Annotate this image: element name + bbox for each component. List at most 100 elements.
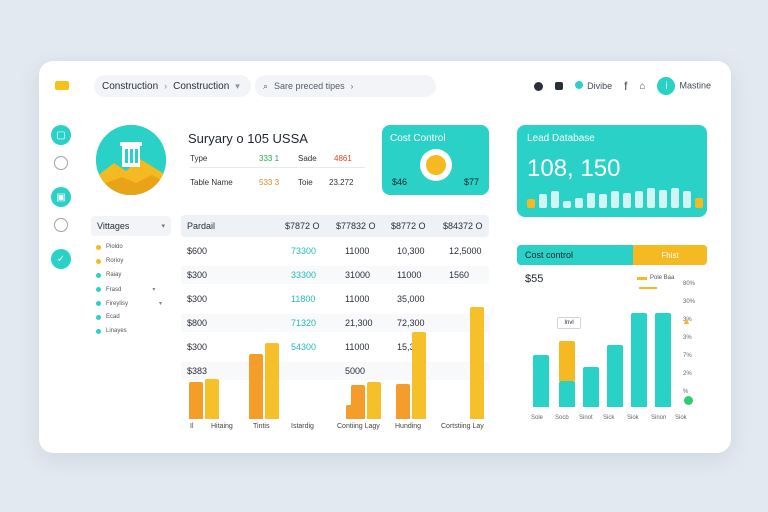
profile-label: Mastine [679, 80, 711, 91]
col-header-2[interactable]: $7872 O [285, 221, 320, 231]
spark-bar [623, 192, 631, 208]
chart-bar[interactable] [205, 378, 219, 419]
x-tick-label: Hitaing [211, 423, 233, 430]
user-menu[interactable]: Divibe [575, 81, 612, 91]
chart-bar[interactable] [607, 345, 623, 407]
chart-tooltip: Invl [557, 317, 581, 329]
summary-row-2-label: Table Name [190, 178, 233, 187]
col-header-5[interactable]: $84372 O [443, 221, 483, 231]
table-cell: 11000 [345, 342, 370, 352]
status-ok-icon [684, 396, 693, 405]
cost-control-card[interactable]: Cost Control $46 $77 [382, 125, 489, 195]
col-header-1[interactable]: Pardail [187, 221, 216, 231]
status-dot-icon [575, 81, 584, 89]
villages-dropdown[interactable]: Vittages ▾ [91, 216, 171, 236]
x-tick-label: Contiing Lagy [337, 423, 380, 430]
search-placeholder: Sare preced tipes [274, 81, 345, 91]
y-tick-label: 7% [683, 353, 692, 359]
profile-menu[interactable]: i Mastine [657, 77, 711, 95]
breadcrumb-item-2[interactable]: Construction [173, 80, 230, 92]
table-cell: 54300 [291, 342, 317, 352]
village-label: Raiay [106, 272, 122, 278]
summary-row-1-value: 333 1 [259, 154, 280, 163]
chart-bar[interactable] [346, 405, 360, 419]
summary-row-1-label: Type [190, 154, 208, 163]
x-tick-label: Il [190, 423, 194, 430]
cost-control-panel-header[interactable]: Cost control Fhist [517, 245, 707, 265]
table-cell: 71320 [291, 318, 317, 328]
chart-bar[interactable] [655, 313, 671, 407]
village-label: Fireylisy [106, 300, 128, 307]
table-cell: 15,300 [397, 342, 425, 352]
chart-bar[interactable] [249, 354, 263, 419]
x-tick-label: Socb [555, 415, 569, 421]
lock-icon[interactable]: ⌂ [639, 80, 646, 92]
chart-bar[interactable] [583, 367, 599, 407]
help-icon: i [657, 77, 676, 95]
village-item[interactable]: Raiay [96, 272, 121, 278]
spark-bar [611, 191, 619, 208]
table-cell: $300 [187, 294, 208, 304]
notification-icon[interactable] [534, 81, 544, 91]
globe-icon[interactable] [54, 156, 68, 170]
dashboard-icon[interactable]: ▢ [51, 125, 71, 145]
table-cell: 21,300 [345, 318, 373, 328]
reports-icon[interactable]: ▣ [51, 187, 71, 207]
village-item[interactable]: Rorioy [96, 258, 123, 264]
chart-bar[interactable] [559, 341, 575, 381]
summary-row-2-value: 533 3 [259, 178, 280, 187]
chart-bar[interactable] [367, 382, 381, 419]
x-tick-label: Istardig [291, 423, 314, 430]
spark-bar [539, 194, 547, 208]
breadcrumb-item-1[interactable]: Construction [102, 80, 159, 92]
summary-row-1-value2: 4861 [334, 154, 352, 163]
table-cell: $383 [187, 366, 208, 376]
table-cell: 12,5000 [449, 246, 482, 256]
cost-control-tag[interactable]: Fhist [633, 245, 707, 265]
table-header: Pardail $7872 O $77832 O $8772 O $84372 … [181, 215, 489, 237]
village-item[interactable]: Pioldo [96, 244, 123, 250]
cost-control-left: $46 [392, 177, 408, 187]
chart-bar[interactable] [631, 313, 647, 407]
search-icon: ⌕ [263, 80, 269, 91]
chart-bar[interactable] [533, 355, 549, 407]
chart-bar[interactable] [396, 384, 410, 419]
table-row-bg [181, 266, 489, 284]
facebook-icon[interactable]: f [624, 79, 628, 93]
check-icon[interactable]: ✓ [51, 249, 71, 269]
top-actions: Divibe f ⌂ i Mastine [534, 76, 711, 96]
app-logo[interactable] [55, 81, 69, 90]
table-cell: 73300 [291, 246, 317, 256]
search-bar[interactable]: ⌕ Sare preced tipes › [255, 75, 436, 97]
village-item[interactable]: Frasd ▾ [96, 286, 155, 293]
chart-bar[interactable] [470, 307, 484, 419]
chart-bar[interactable] [559, 381, 575, 407]
village-label: Pioldo [106, 244, 123, 250]
village-label: Rorioy [106, 258, 124, 264]
lead-database-card[interactable]: Lead Database 108, 150 [517, 125, 707, 217]
x-tick-label: Tintis [253, 423, 270, 430]
y-tick-label: 30% [683, 299, 696, 305]
table-cell: $600 [187, 246, 208, 256]
table-cell: 11000 [345, 246, 370, 256]
village-dot-icon [96, 287, 101, 292]
spark-bar [575, 197, 583, 208]
table-cell: 33300 [291, 270, 317, 280]
spark-bar [647, 188, 655, 208]
village-item[interactable]: Fireylisy ▾ [96, 300, 162, 307]
chart-bar[interactable] [189, 382, 203, 419]
col-header-3[interactable]: $77832 O [336, 221, 376, 231]
table-cell: $300 [187, 342, 208, 352]
village-item[interactable]: Linayes [96, 328, 127, 334]
legend-swatch [637, 277, 647, 280]
village-label: Ecad [106, 314, 120, 320]
chevron-down-icon[interactable]: ▾ [152, 287, 156, 293]
chevron-down-icon[interactable]: ▾ [235, 80, 240, 91]
chat-icon[interactable] [54, 218, 68, 232]
village-item[interactable]: Ecad [96, 314, 120, 320]
chevron-down-icon[interactable]: ▾ [159, 301, 163, 307]
chart-bar[interactable] [265, 342, 279, 419]
chart-bar[interactable] [412, 331, 426, 419]
calendar-icon[interactable] [555, 82, 564, 90]
col-header-4[interactable]: $8772 O [391, 221, 426, 231]
